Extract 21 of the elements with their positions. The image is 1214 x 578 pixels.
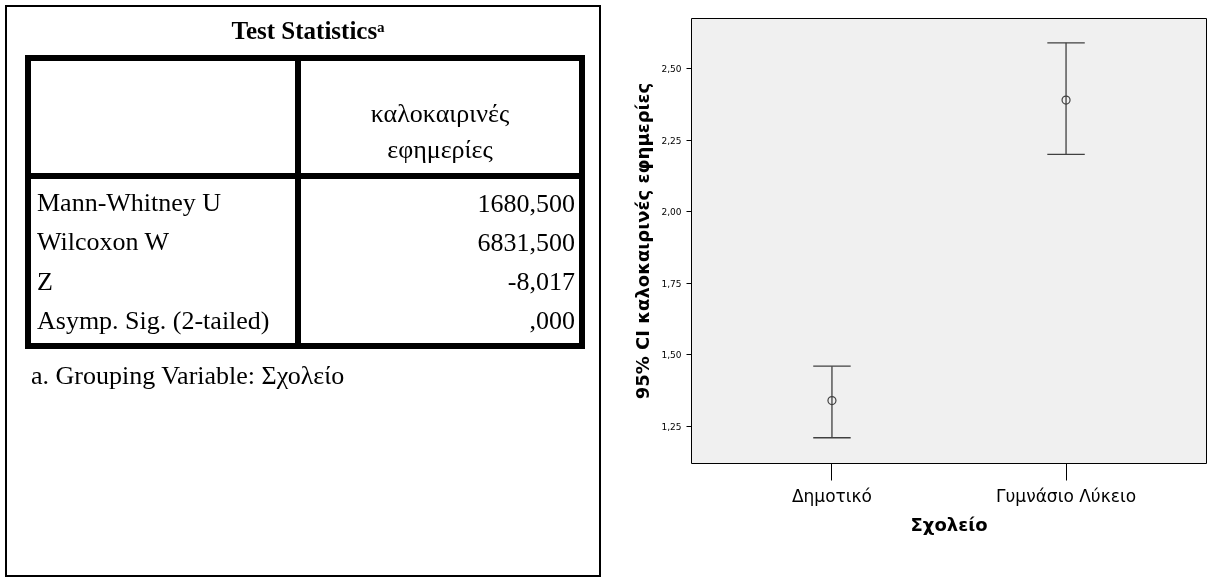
text: -8,017 (298, 261, 582, 302)
text: Wilcoxon W (28, 222, 298, 262)
y-tick-label: 2,00 (661, 207, 682, 218)
x-tick-label: Δημοτικό (791, 485, 872, 506)
y-tick-label: 1,25 (661, 421, 682, 432)
y-tick-label: 1,50 (661, 350, 682, 361)
text: ,000 (298, 301, 582, 347)
text: Asymp. Sig. (2-tailed) (28, 301, 298, 347)
y-tick-label: 2,25 (661, 135, 682, 146)
x-axis-title: Σχολείο (910, 513, 988, 535)
text: a. Grouping Variable: Σχολείο (31, 360, 346, 393)
text: Test Statisticsᵃ (230, 16, 386, 46)
text: Mann-Whitney U (28, 175, 298, 223)
y-tick-label: 2,50 (661, 64, 682, 75)
y-axis-title: 95% CI καλοκαιρινές εφημερίες (632, 82, 654, 400)
y-tick-label: 1,75 (661, 278, 682, 289)
text: Z (28, 261, 298, 302)
x-tick-label: Γυμνάσιο Λύκειο (996, 485, 1137, 506)
text: 6831,500 (298, 222, 582, 262)
text: καλοκαιρινές εφημερίες (298, 57, 582, 176)
text: 1680,500 (298, 175, 582, 223)
